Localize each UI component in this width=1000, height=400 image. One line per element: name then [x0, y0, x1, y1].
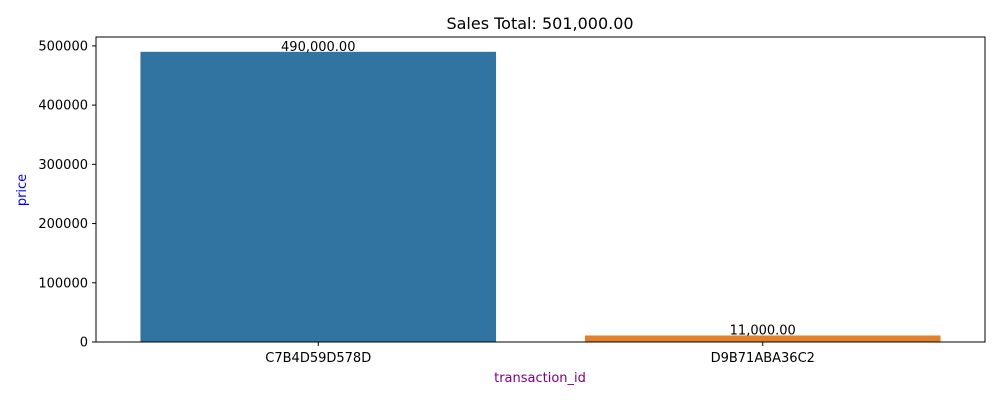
- bar-C7B4D59D578D: [140, 51, 497, 343]
- y-tick-label-200000: 200000: [38, 217, 88, 232]
- y-tick-label-400000: 400000: [38, 99, 88, 114]
- data-label-C7B4D59D578D: 490,000.00: [281, 40, 355, 55]
- x-tick-label-D9B71ABA36C2: D9B71ABA36C2: [711, 351, 815, 366]
- bars-layer: [140, 51, 941, 343]
- y-tick-label-100000: 100000: [38, 276, 88, 291]
- y-tick-label-500000: 500000: [38, 39, 88, 54]
- x-axis: C7B4D59D578D D9B71ABA36C2: [265, 342, 815, 366]
- x-axis-label: transaction_id: [494, 371, 586, 386]
- plot-frame: [95, 36, 986, 343]
- x-tick-label-C7B4D59D578D: C7B4D59D578D: [265, 351, 371, 366]
- y-tick-label-0: 0: [80, 336, 88, 351]
- data-label-D9B71ABA36C2: 11,000.00: [730, 323, 796, 338]
- data-labels-layer: 490,000.00 11,000.00: [281, 40, 796, 339]
- bar-D9B71ABA36C2: [584, 335, 941, 342]
- y-axis: 0 100000 200000 300000 400000 500000: [38, 39, 96, 351]
- y-axis-label: price: [15, 174, 30, 206]
- chart-title: Sales Total: 501,000.00: [446, 14, 633, 33]
- y-tick-label-300000: 300000: [38, 158, 88, 173]
